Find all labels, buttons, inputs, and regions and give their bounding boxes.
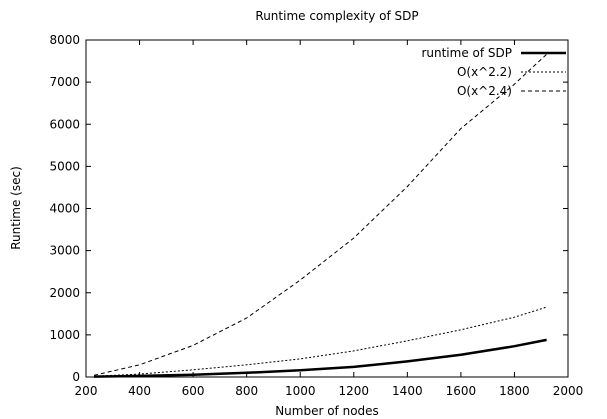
x-axis-label: Number of nodes [275, 404, 379, 418]
x-tick-label: 1200 [339, 384, 370, 398]
y-tick-label: 5000 [49, 159, 80, 173]
x-tick-label: 1000 [285, 384, 316, 398]
y-axis-label: Runtime (sec) [9, 166, 23, 250]
x-tick-label: 1600 [446, 384, 477, 398]
x-tick-label: 400 [128, 384, 151, 398]
y-tick-label: 1000 [49, 328, 80, 342]
x-tick-label: 2000 [553, 384, 584, 398]
series-line-2 [93, 53, 547, 376]
axis-ticks: 200 400 600 800 1000 1200 1400 1600 1800 2000 0 100… [49, 33, 583, 398]
legend: runtime of SDP O(x^2.2) O(x^2.4) [421, 46, 566, 98]
y-tick-label: 7000 [49, 75, 80, 89]
y-tick-label: 2000 [49, 286, 80, 300]
y-tick-label: 6000 [49, 117, 80, 131]
series-line-0 [93, 338, 547, 378]
x-tick-label: 1800 [499, 384, 530, 398]
series-group [93, 53, 547, 378]
x-tick-label: 1400 [392, 384, 423, 398]
y-tick-label: 4000 [49, 202, 80, 216]
y-tick-label: 0 [72, 370, 80, 384]
x-tick-label: 200 [75, 384, 98, 398]
x-tick-label: 800 [235, 384, 258, 398]
series-line-1 [93, 306, 547, 377]
x-tick-label: 600 [182, 384, 205, 398]
legend-label-1: O(x^2.2) [457, 65, 512, 79]
legend-label-2: O(x^2.4) [457, 84, 512, 98]
legend-label-0: runtime of SDP [421, 46, 512, 60]
chart-title: Runtime complexity of SDP [255, 9, 418, 23]
y-tick-label: 3000 [49, 244, 80, 258]
y-tick-label: 8000 [49, 33, 80, 47]
